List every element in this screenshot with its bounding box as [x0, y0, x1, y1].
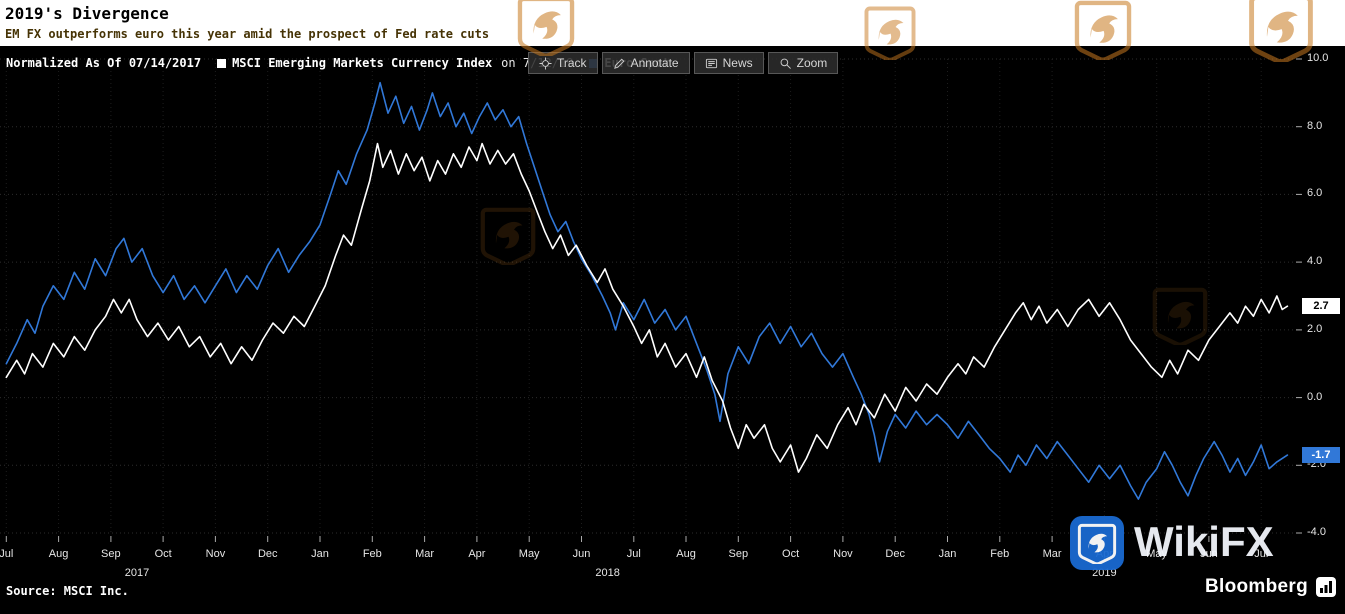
chart-title: 2019's Divergence	[5, 4, 169, 23]
legend-label-msci: MSCI Emerging Markets Currency Index	[232, 56, 493, 70]
bloomberg-chart-icon	[1316, 577, 1336, 597]
annotate-button[interactable]: Annotate	[601, 52, 690, 74]
zoom-button[interactable]: Zoom	[767, 52, 839, 74]
year-label: 2018	[595, 567, 620, 579]
track-button[interactable]: Track	[528, 52, 598, 74]
x-tick-label: Jun	[572, 548, 591, 560]
x-tick-label: Sep	[101, 548, 121, 560]
crosshair-icon	[539, 56, 552, 70]
x-tick-label: Sep	[728, 548, 749, 560]
zoom-button-label: Zoom	[796, 56, 828, 70]
track-button-label: Track	[557, 56, 587, 70]
news-button-label: News	[722, 56, 753, 70]
y-tick-label: 10.0	[1307, 52, 1329, 64]
y-tick-label: 4.0	[1307, 255, 1323, 268]
x-tick-label: Jun	[1200, 548, 1218, 560]
x-tick-label: Nov	[833, 548, 853, 560]
year-label: 2019	[1092, 567, 1117, 579]
chart-toolbar: Track Annotate News Zoom	[528, 52, 839, 74]
x-tick-label: Aug	[48, 548, 69, 560]
pencil-icon	[613, 58, 624, 69]
x-tick-label: Dec	[257, 548, 278, 560]
bloomberg-logo: Bloomberg	[1205, 576, 1337, 598]
y-tick-label: 6.0	[1307, 187, 1323, 200]
series-swatch-msci	[217, 58, 227, 68]
y-tick-label: 0.0	[1307, 390, 1323, 403]
magnifier-icon	[780, 58, 791, 69]
x-tick-label: Dec	[885, 548, 905, 560]
bloomberg-wordmark: Bloomberg	[1205, 576, 1308, 597]
y-tick-label: 2.0	[1307, 322, 1323, 335]
series-line-msci	[5, 142, 1289, 473]
x-tick-label: Oct	[782, 548, 800, 560]
y-tick-label: -4.0	[1307, 526, 1326, 538]
x-tick-label: Jan	[311, 548, 329, 560]
plot-canvas[interactable]	[0, 46, 1302, 542]
y-tick-label: 8.0	[1307, 119, 1323, 132]
x-tick-label: Feb	[990, 548, 1010, 560]
chart-area: Normalized As Of 07/14/2017 MSCI Emergin…	[0, 46, 1345, 614]
news-button[interactable]: News	[693, 52, 764, 74]
x-tick-label: Jan	[938, 548, 957, 560]
x-tick-label: Aug	[676, 548, 696, 560]
x-tick-label: May	[518, 548, 540, 560]
last-price-badge-euro: -1.7	[1302, 447, 1340, 464]
x-tick-label: May	[1146, 548, 1168, 560]
legend-item-msci[interactable]: MSCI Emerging Markets Currency Index on …	[217, 56, 573, 70]
news-icon	[705, 58, 717, 68]
source-label: Source: MSCI Inc.	[6, 584, 129, 598]
chart-subtitle: EM FX outperforms euro this year amid th…	[5, 27, 490, 41]
last-price-badge-msci: 2.7	[1302, 298, 1340, 315]
x-tick-label: Oct	[154, 548, 172, 560]
x-tick-label: Jul	[1254, 548, 1269, 560]
chart-header: 2019's Divergence EM FX outperforms euro…	[0, 0, 1345, 46]
year-label: 2017	[124, 567, 150, 579]
x-tick-label: Jul	[0, 548, 14, 560]
x-tick-label: Jul	[626, 548, 641, 560]
normalized-label: Normalized As Of 07/14/2017	[6, 56, 202, 70]
annotate-button-label: Annotate	[630, 56, 679, 70]
x-tick-label: Apr	[468, 548, 486, 560]
x-tick-label: Mar	[415, 548, 435, 560]
x-tick-label: Mar	[1042, 548, 1062, 560]
x-tick-label: Feb	[362, 548, 382, 560]
x-tick-label: Nov	[205, 548, 226, 560]
series-line-euro	[5, 81, 1289, 500]
x-tick-label: Apr	[1095, 548, 1113, 560]
